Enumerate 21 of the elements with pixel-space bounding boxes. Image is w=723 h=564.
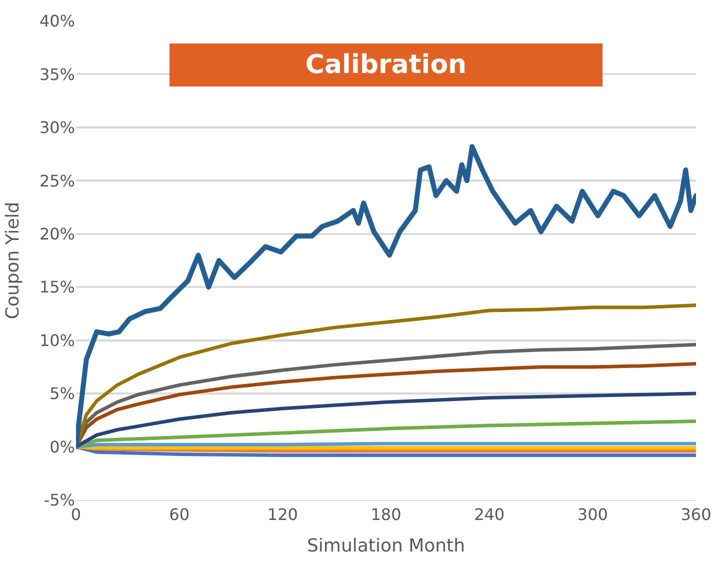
- y-tick-label: 15%: [39, 278, 75, 297]
- text: Calibration: [305, 50, 467, 80]
- x-tick-label: 240: [474, 505, 505, 524]
- x-axis-title: Simulation Month: [306, 535, 466, 556]
- y-tick-label: 20%: [39, 224, 75, 244]
- line-series: [76, 419, 696, 449]
- x-tick-label: 60: [169, 505, 190, 524]
- line-series: [76, 392, 696, 449]
- x-tick-label: 360: [680, 505, 712, 524]
- y-tick-label: 35%: [39, 64, 75, 84]
- y-tick-label: 25%: [39, 171, 75, 190]
- y-axis-title: Coupon Yield: [2, 202, 24, 320]
- x-tick-label: 0: [70, 505, 82, 524]
- y-tick-label: 10%: [39, 330, 75, 350]
- y-tick-label: 40%: [39, 12, 75, 31]
- x-tick-label: 300: [577, 505, 608, 524]
- x-tick-label: 180: [370, 505, 402, 524]
- x-tick-label: 120: [267, 505, 298, 524]
- y-tick-label: 0%: [50, 437, 75, 456]
- y-tick-label: 30%: [39, 118, 75, 138]
- y-tick-label: 5%: [50, 384, 75, 404]
